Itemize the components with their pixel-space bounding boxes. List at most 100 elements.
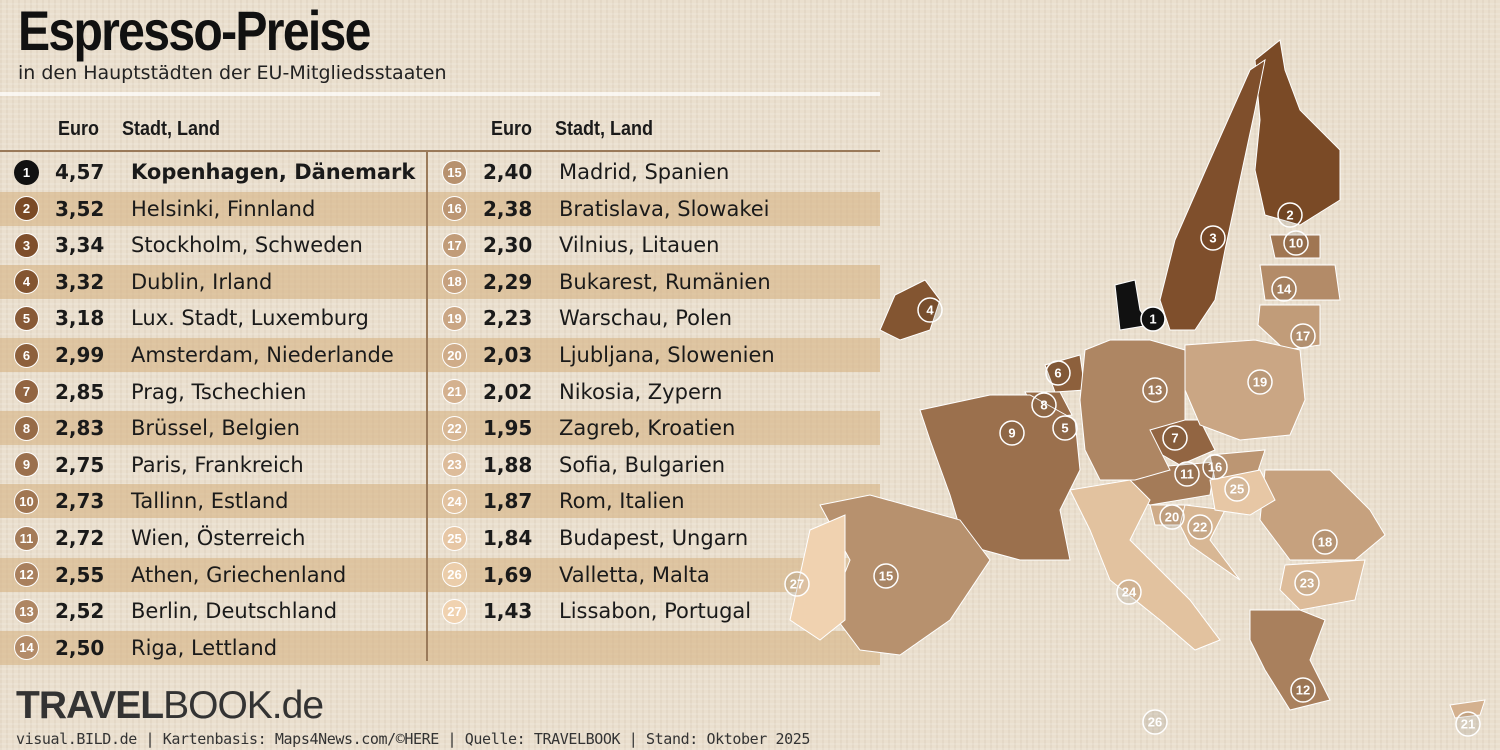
country-shape (1079, 339, 1186, 481)
rank-badge: 16 (442, 196, 467, 222)
map-marker: 4 (917, 297, 943, 323)
map-marker: 16 (1202, 454, 1228, 480)
marker-label: 1 (1149, 312, 1156, 327)
header-divider (0, 92, 880, 96)
city-country: Stockholm, Schweden (131, 233, 363, 258)
table-row: 3 3,34 Stockholm, Schweden (14, 227, 363, 263)
rank-badge: 5 (14, 305, 39, 331)
city-country: Nikosia, Zypern (559, 379, 723, 404)
column-divider (426, 151, 428, 661)
marker-label: 11 (1180, 467, 1194, 482)
marker-label: 17 (1296, 329, 1310, 344)
marker-circle (784, 571, 810, 597)
rank-badge: 15 (442, 159, 467, 185)
map-marker: 3 (1200, 225, 1226, 251)
map-marker: 7 (1162, 425, 1188, 451)
country-shape (1259, 469, 1386, 561)
marker-circle (1052, 415, 1078, 441)
table-row: 15 2,40 Madrid, Spanien (442, 154, 729, 190)
price-value: 2,29 (483, 269, 533, 294)
table-row: 23 1,88 Sofia, Bulgarien (442, 447, 725, 483)
marker-label: 20 (1165, 510, 1179, 525)
city-country: Rom, Italien (559, 489, 685, 514)
price-value: 2,55 (55, 562, 105, 587)
city-country: Paris, Frankreich (131, 452, 304, 477)
rank-badge: 1 (14, 159, 39, 185)
city-country: Vilnius, Litauen (559, 233, 720, 258)
price-value: 2,85 (55, 379, 105, 404)
table-row: 8 2,83 Brüssel, Belgien (14, 410, 300, 446)
city-country: Berlin, Deutschland (131, 599, 338, 624)
table-row: 1 4,57 Kopenhagen, Dänemark (14, 154, 415, 190)
rank-badge: 20 (442, 342, 467, 368)
rank-badge: 21 (442, 379, 467, 405)
country-shape (1179, 504, 1241, 581)
price-value: 3,52 (55, 196, 105, 221)
column-header-city: Stadt, Land (122, 118, 221, 140)
table-row: 21 2,02 Nikosia, Zypern (442, 374, 722, 410)
map-marker: 8 (1031, 392, 1057, 418)
rank-badge: 4 (14, 269, 39, 295)
map-marker: 24 (1116, 579, 1142, 605)
country-shape (1249, 609, 1331, 711)
map-marker: 17 (1290, 323, 1316, 349)
table-row: 19 2,23 Warschau, Polen (442, 300, 732, 336)
europe-map: 1234567891011121314151617181920212223242… (784, 39, 1486, 737)
table-row: 4 3,32 Dublin, Irland (14, 264, 272, 300)
map-marker: 20 (1159, 504, 1185, 530)
marker-circle (1312, 529, 1338, 555)
city-country: Wien, Österreich (131, 526, 306, 550)
table-row: 7 2,85 Prag, Tschechien (14, 374, 306, 410)
table-row: 13 2,52 Berlin, Deutschland (14, 593, 337, 629)
marker-circle (1174, 461, 1200, 487)
city-country: Prag, Tschechien (131, 379, 307, 404)
table-row: 20 2,03 Ljubljana, Slowenien (442, 337, 775, 373)
city-country: Sofia, Bulgarien (559, 452, 726, 477)
table-row: 2 3,52 Helsinki, Finnland (14, 191, 315, 227)
column-header-price: Euro (58, 118, 100, 140)
rank-badge: 3 (14, 232, 39, 258)
city-country: Helsinki, Finnland (131, 196, 316, 221)
rank-badge: 8 (14, 415, 39, 441)
city-country: Athen, Griechenland (131, 562, 347, 587)
rank-badge: 10 (14, 488, 39, 514)
map-marker: 12 (1290, 677, 1316, 703)
marker-circle (1277, 202, 1303, 228)
marker-circle (1140, 306, 1166, 332)
map-marker: 11 (1174, 461, 1200, 487)
marker-label: 16 (1208, 460, 1222, 475)
map-marker: 21 (1455, 711, 1481, 737)
rank-badge: 25 (442, 525, 467, 551)
table-row: 25 1,84 Budapest, Ungarn (442, 520, 748, 556)
map-marker: 27 (784, 571, 810, 597)
map-marker: 2 (1277, 202, 1303, 228)
price-value: 1,84 (483, 526, 533, 550)
rank-badge: 12 (14, 562, 39, 588)
rank-badge: 24 (442, 488, 467, 514)
price-value: 2,99 (55, 343, 105, 367)
marker-label: 25 (1230, 482, 1244, 497)
marker-circle (1142, 377, 1168, 403)
marker-label: 15 (879, 569, 893, 584)
table-row: 6 2,99 Amsterdam, Niederlande (14, 337, 394, 373)
price-value: 2,03 (483, 343, 533, 367)
city-country: Lux. Stadt, Luxemburg (131, 306, 369, 331)
map-marker: 14 (1271, 276, 1297, 302)
country-shape (1209, 469, 1276, 516)
marker-label: 26 (1148, 715, 1162, 730)
marker-circle (1247, 369, 1273, 395)
city-country: Lissabon, Portugal (559, 599, 752, 624)
city-country: Brüssel, Belgien (131, 416, 300, 441)
country-shape (1159, 58, 1266, 331)
city-country: Tallinn, Estland (131, 489, 289, 514)
marker-circle (1283, 230, 1309, 256)
table-header-rule (0, 150, 880, 152)
rank-badge: 11 (14, 525, 39, 551)
city-country: Madrid, Spanien (559, 160, 730, 184)
price-value: 2,83 (55, 416, 105, 441)
map-marker: 9 (999, 420, 1025, 446)
row-band (0, 191, 880, 226)
city-country: Bukarest, Rumänien (559, 269, 771, 294)
rank-badge: 27 (442, 598, 467, 624)
source-credits: visual.BILD.de | Kartenbasis: Maps4News.… (16, 730, 811, 748)
